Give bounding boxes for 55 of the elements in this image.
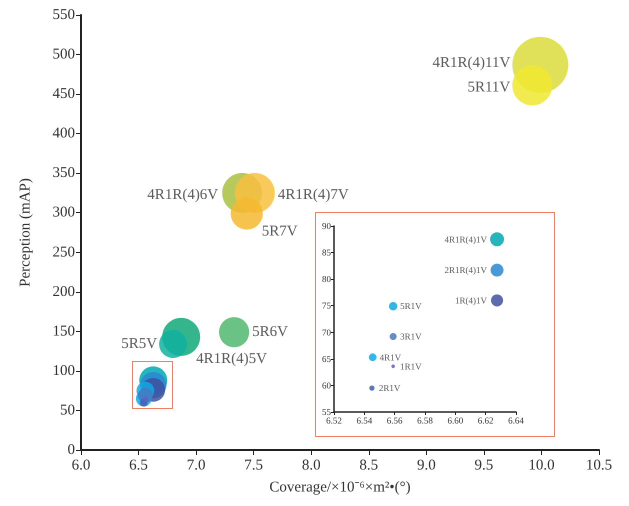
y-tick-label: 350 (52, 165, 75, 182)
y-tick-label: 60 (322, 380, 332, 390)
x-tick-label: 6.56 (386, 416, 404, 426)
y-tick-label: 65 (322, 354, 332, 364)
x-tick-label: 7.5 (244, 458, 264, 474)
x-tick-label: 6.5 (129, 458, 148, 474)
annotation: 4R1V (380, 352, 402, 362)
x-tick-label: 10.0 (528, 458, 555, 474)
x-tick-label: 6.54 (356, 416, 373, 426)
y-tick-label: 100 (52, 362, 75, 379)
annotation: 4R1R(4)11V (432, 54, 510, 71)
y-axis-title: Perception (mAP) (18, 178, 34, 287)
y-tick-label: 70 (322, 327, 332, 338)
y-tick-label: 50 (60, 402, 75, 418)
y-tick-label: 75 (322, 300, 332, 311)
x-tick-label: 6.0 (72, 458, 90, 474)
annotation: 4R1R(4)1V (444, 234, 488, 244)
y-tick-label: 90 (322, 221, 332, 231)
annotation: 5R6V (252, 324, 288, 340)
y-tick-label: 55 (322, 407, 332, 417)
x-tick-label: 6.62 (478, 416, 494, 426)
annotation: 5R11V (467, 79, 510, 96)
y-tick-label: 250 (52, 244, 75, 260)
y-tick-label: 150 (52, 323, 75, 340)
x-tick-label: 6.52 (326, 416, 342, 426)
y-tick-label: 550 (52, 7, 75, 23)
y-tick-label: 80 (322, 274, 332, 284)
x-tick-label: 6.64 (508, 416, 524, 426)
y-tick-label: 85 (322, 248, 332, 258)
x-tick-label: 9.0 (416, 458, 436, 474)
annotation: 2R1V (378, 383, 401, 394)
annotation: 4R1R(4)5V (196, 350, 268, 367)
x-axis-title: Coverage/×10⁻⁶×m²•(°) (269, 480, 411, 496)
x-tick-label: 6.58 (417, 416, 434, 426)
y-tick-label: 300 (52, 204, 75, 221)
x-tick-label: 8.0 (302, 458, 321, 474)
y-tick-label: 450 (52, 86, 75, 102)
x-tick-label: 9.5 (474, 458, 494, 474)
annotation: 4R1R(4)6V (147, 186, 218, 203)
x-tick-label: 10.5 (586, 458, 612, 474)
annotation: 4R1R(4)7V (278, 186, 349, 203)
x-tick-label: 6.60 (447, 416, 464, 426)
y-tick-label: 0 (68, 442, 75, 458)
annotation: 1R1V (400, 361, 422, 372)
x-tick-label: 8.5 (359, 458, 378, 474)
annotation: 1R(4)1V (455, 295, 488, 306)
annotation: 5R7V (262, 224, 298, 240)
annotation: 2R1R(4)1V (444, 265, 488, 276)
annotation: 3R1V (400, 332, 422, 342)
y-tick-label: 200 (52, 284, 75, 300)
y-tick-label: 500 (52, 46, 75, 63)
annotation: 5R1V (400, 301, 422, 312)
annotation: 5R5V (121, 336, 158, 352)
y-tick-label: 400 (52, 126, 75, 142)
x-tick-label: 7.0 (186, 458, 206, 474)
